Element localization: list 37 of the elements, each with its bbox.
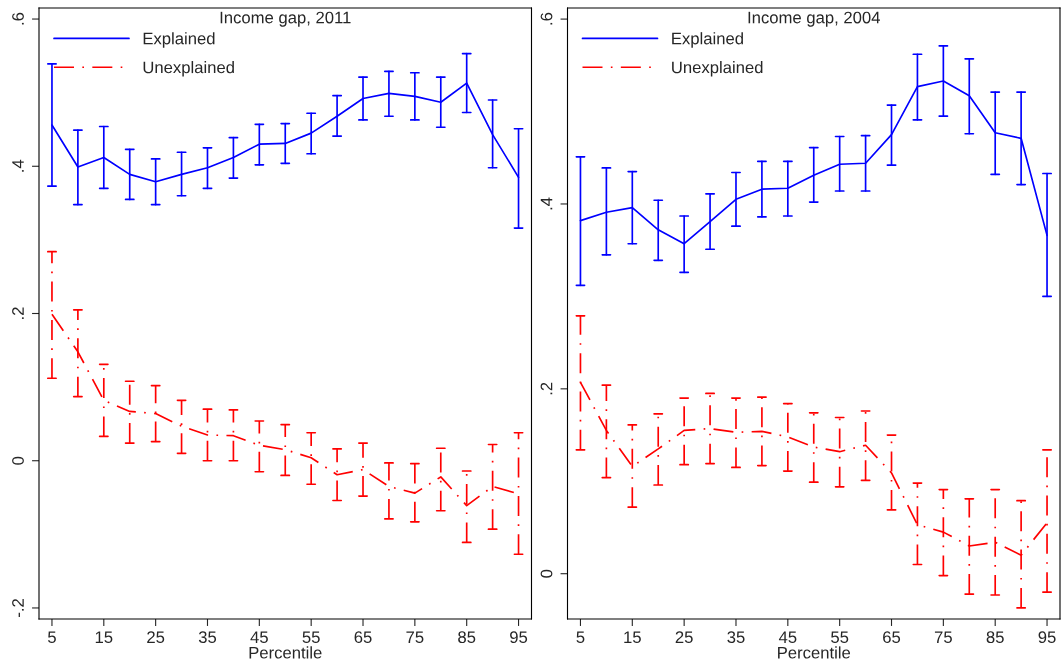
x-axis-title: Percentile	[778, 646, 851, 659]
x-tick-label: 65	[883, 631, 901, 644]
y-tick-label: .4	[12, 159, 24, 172]
x-tick-label: 65	[354, 631, 372, 644]
x-tick-label: 25	[675, 631, 693, 644]
x-tick-label: 5	[47, 631, 56, 644]
x-tick-label: 35	[198, 631, 217, 644]
x-tick-label: 95	[1038, 631, 1056, 644]
x-tick-label: 75	[406, 631, 424, 644]
x-tick-label: 5	[576, 631, 585, 644]
x-tick-label: 55	[831, 631, 849, 644]
x-tick-label: 35	[727, 631, 745, 644]
x-tick-label: 95	[510, 631, 528, 644]
x-tick-label: 85	[458, 631, 476, 644]
x-tick-label: 45	[250, 631, 268, 644]
y-tick-label: .2	[540, 382, 553, 395]
y-tick-label: .6	[12, 12, 24, 25]
y-tick-label: .6	[540, 12, 553, 25]
chart-title: Income gap, 2004	[748, 11, 880, 27]
y-tick-label: -.2	[12, 599, 24, 617]
x-tick-label: 15	[624, 631, 641, 644]
y-tick-label: .4	[540, 197, 553, 210]
x-tick-label: 45	[778, 631, 797, 644]
x-tick-label: 25	[147, 631, 165, 644]
legend-label: Unexplained	[672, 61, 763, 77]
x-tick-label: 55	[302, 631, 320, 644]
x-tick-label: 85	[986, 631, 1004, 644]
chart-title: Income gap, 2011	[220, 11, 351, 27]
legend-label: Unexplained	[143, 61, 234, 77]
y-tick-label: 0	[12, 456, 24, 465]
legend-label: Explained	[672, 32, 743, 48]
x-tick-label: 15	[95, 631, 113, 644]
x-tick-label: 75	[934, 631, 952, 644]
y-tick-label: 0	[540, 569, 553, 578]
x-axis-title: Percentile	[249, 646, 322, 659]
y-tick-label: .2	[12, 307, 24, 319]
legend-label: Explained	[143, 32, 215, 48]
